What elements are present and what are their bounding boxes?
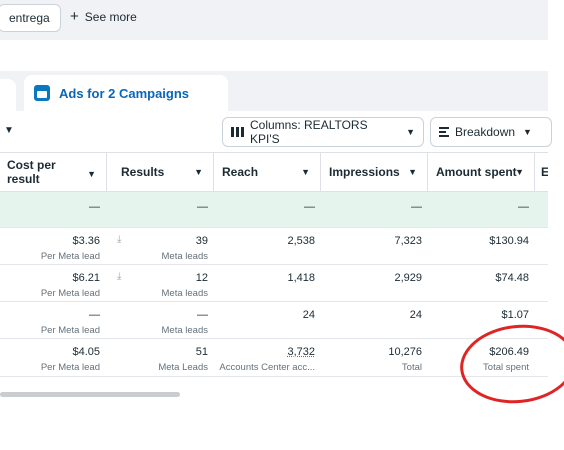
chevron-down-icon: ▼ — [515, 167, 524, 177]
download-icon[interactable]: ⤓ — [117, 271, 122, 282]
see-more-button[interactable]: + See more — [70, 8, 137, 25]
tab-strip: Ads for 2 Campaigns — [0, 71, 548, 111]
columns-button[interactable]: Columns: REALTORS KPI'S ▼ — [222, 117, 424, 147]
columns-icon — [231, 127, 244, 137]
table-row[interactable]: — Per Meta lead — Meta leads 24 24 $1.07 — [0, 302, 548, 339]
tab-ads[interactable]: Ads for 2 Campaigns — [24, 75, 228, 111]
chevron-down-icon: ▼ — [301, 167, 310, 177]
filter-chip[interactable]: entrega — [0, 4, 61, 32]
column-header-reach[interactable]: Reach ▼ — [222, 165, 310, 179]
see-more-label: See more — [84, 10, 137, 24]
table-header — [0, 152, 548, 192]
table-toolbar: ▼ Columns: REALTORS KPI'S ▼ Breakdown ▼ — [0, 111, 552, 157]
tab-previous[interactable] — [0, 79, 16, 111]
filter-bar: entrega + See more — [0, 0, 548, 40]
column-header-results[interactable]: Results ▼ — [121, 165, 203, 179]
horizontal-scrollbar[interactable] — [0, 392, 180, 397]
column-header-impressions[interactable]: Impressions ▼ — [329, 165, 417, 179]
column-header-amount-spent[interactable]: Amount spent ▼ — [436, 165, 524, 179]
table-row[interactable]: $3.36 Per Meta lead ⤓ 39 Meta leads 2,53… — [0, 228, 548, 265]
breakdown-button[interactable]: Breakdown ▼ — [430, 117, 552, 147]
column-header-cost-per-result[interactable]: Cost per result ▼ — [7, 158, 96, 186]
table-row[interactable]: $6.21 Per Meta lead ⤓ 12 Meta leads 1,41… — [0, 265, 548, 302]
chevron-down-icon: ▼ — [406, 127, 415, 137]
chevron-down-icon[interactable]: ▼ — [4, 125, 14, 136]
table-row[interactable]: — — — — — — [0, 192, 548, 228]
breakdown-icon — [439, 127, 449, 137]
plus-icon: + — [70, 8, 79, 25]
chevron-down-icon: ▼ — [408, 167, 417, 177]
chevron-down-icon: ▼ — [87, 169, 96, 179]
breakdown-label: Breakdown — [455, 125, 516, 139]
chevron-down-icon: ▼ — [194, 167, 203, 177]
tab-ads-label: Ads for 2 Campaigns — [59, 85, 190, 101]
totals-row: $4.05 Per Meta lead 51 Meta Leads 3,732 … — [0, 339, 548, 377]
download-icon[interactable]: ⤓ — [117, 234, 122, 245]
ads-icon — [34, 85, 50, 101]
column-header-next[interactable]: E — [541, 165, 548, 179]
columns-label: Columns: REALTORS KPI'S — [250, 118, 368, 146]
chevron-down-icon: ▼ — [523, 127, 532, 137]
